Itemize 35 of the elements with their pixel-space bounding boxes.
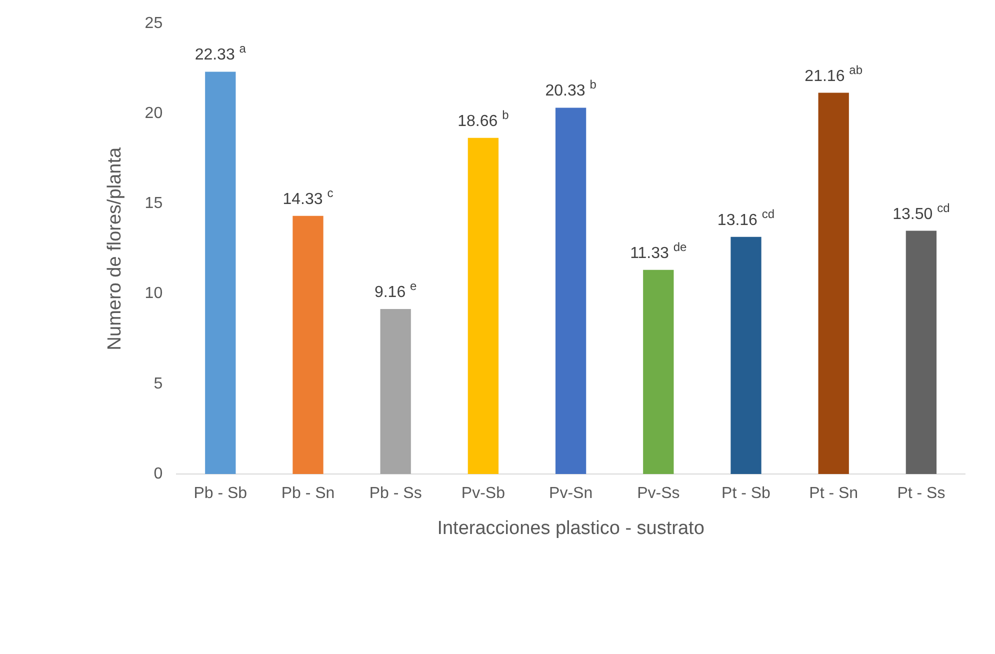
- x-tick-label: Pb - Sn: [281, 485, 335, 502]
- bar: [468, 138, 499, 474]
- x-tick-label: Pv-Ss: [637, 485, 680, 502]
- data-label: 22.33 a: [194, 42, 246, 64]
- data-label: 14.33 c: [282, 186, 334, 208]
- y-tick-label: 10: [144, 285, 163, 302]
- x-axis-title: Interacciones plastico - sustrato: [437, 518, 704, 539]
- bar: [730, 236, 762, 474]
- data-label: 11.33 de: [630, 240, 688, 262]
- data-label: 21.16 ab: [804, 62, 863, 85]
- y-axis-title: Numero de flores/planta: [104, 146, 126, 350]
- data-label: 20.33 b: [545, 78, 597, 100]
- y-tick-label: 25: [144, 15, 163, 32]
- y-tick-label: 5: [154, 375, 163, 392]
- bar: [906, 230, 937, 474]
- bar: [380, 308, 411, 474]
- x-tick-label: Pb - Ss: [369, 485, 422, 502]
- data-label: 13.50 cd: [892, 200, 950, 223]
- data-label: 18.66 b: [458, 108, 510, 130]
- bar: [555, 108, 586, 474]
- x-tick-label: Pv-Sb: [461, 485, 506, 502]
- data-label: 9.16 e: [374, 278, 418, 301]
- x-tick-label: Pt - Ss: [897, 485, 946, 502]
- bar: [818, 92, 849, 474]
- y-tick-label: 15: [144, 195, 163, 212]
- bar: [643, 270, 674, 474]
- data-label: 13.16 cd: [717, 206, 775, 229]
- x-tick-label: Pb - Sb: [194, 485, 248, 502]
- bar: [292, 216, 324, 474]
- y-tick-label: 20: [144, 105, 163, 122]
- x-tick-label: Pt - Sb: [722, 485, 771, 502]
- y-tick-label: 0: [154, 465, 163, 482]
- bar: [205, 72, 236, 474]
- x-tick-label: Pt - Sn: [809, 485, 858, 502]
- x-tick-label: Pv-Sn: [549, 485, 593, 502]
